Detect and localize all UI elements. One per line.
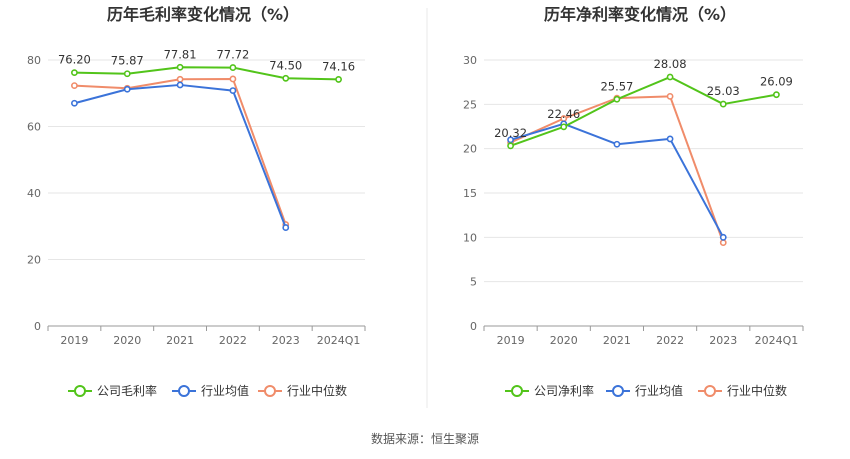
data-label: 25.03 — [707, 84, 740, 98]
legend-marker — [264, 385, 276, 397]
chart-title: 历年毛利率变化情况（%） — [107, 5, 299, 24]
x-tick-label: 2022 — [219, 334, 247, 347]
legend-marker — [74, 385, 86, 397]
series-0-line — [510, 76, 777, 147]
series-0-point — [666, 73, 674, 81]
legend-item-1: 行业均值 — [172, 383, 249, 398]
data-label: 77.72 — [216, 48, 249, 62]
data-label: 25.57 — [600, 79, 633, 93]
legend-item-2: 行业中位数 — [698, 383, 787, 398]
series-0-point — [282, 74, 290, 82]
series-1-point — [123, 85, 131, 93]
series-0-point — [71, 69, 78, 77]
series-2-point — [229, 75, 237, 83]
series-0-point — [335, 76, 342, 83]
y-tick-label: 25 — [463, 98, 477, 111]
legend-marker — [511, 385, 523, 397]
chart-title: 历年净利率变化情况（%） — [544, 5, 736, 24]
series-0-point — [719, 100, 727, 108]
gross-margin-chart: 历年毛利率变化情况（%） 0 20 40 60 80 2019 2020 2021 2022 202… — [27, 5, 366, 398]
data-label: 20.32 — [494, 126, 527, 140]
series-2-line — [510, 95, 725, 243]
series-1-point — [282, 224, 290, 231]
series-0-point — [773, 91, 780, 99]
series-0-point — [176, 63, 184, 71]
legend-label: 行业中位数 — [727, 383, 787, 398]
data-source-note: 数据来源：恒生聚源 — [371, 431, 479, 446]
legend-label: 公司毛利率 — [97, 383, 157, 398]
x-tick-label: 2022 — [656, 334, 684, 347]
y-tick-label: 5 — [470, 276, 477, 289]
y-tick-label: 20 — [27, 254, 41, 267]
series-2-point — [176, 75, 184, 83]
series-1-point — [613, 140, 621, 148]
y-tick-label: 15 — [463, 187, 477, 200]
x-tick-label: 2021 — [603, 334, 631, 347]
legend-item-1: 行业均值 — [606, 383, 683, 398]
legend-label: 公司净利率 — [534, 383, 594, 398]
x-tick-label: 2023 — [272, 334, 300, 347]
series-0-point — [613, 95, 621, 103]
legend-marker — [704, 385, 716, 397]
series-2-point — [71, 82, 78, 90]
data-label: 28.08 — [654, 57, 687, 71]
x-tick-label: 2019 — [60, 334, 88, 347]
y-tick-label: 0 — [470, 320, 477, 333]
series-0-point — [560, 123, 568, 131]
series-1-point — [71, 99, 78, 107]
data-label: 77.81 — [164, 47, 197, 61]
net-margin-chart: 历年净利率变化情况（%） 0 5 10 15 20 25 30 2019 2020 2021 2022… — [463, 5, 804, 398]
series-0-line — [74, 66, 339, 81]
legend-marker — [612, 385, 624, 397]
x-tick-label: 2019 — [497, 334, 525, 347]
series-0-point — [123, 70, 131, 78]
x-tick-label: 2024Q1 — [317, 334, 361, 347]
series-1-line — [74, 83, 287, 228]
series-1-point — [719, 233, 727, 241]
x-tick-label: 2020 — [550, 334, 578, 347]
series-1-point — [176, 81, 184, 89]
legend-item-0: 公司净利率 — [505, 383, 594, 398]
series-1-point — [229, 87, 237, 94]
legend-marker — [178, 385, 190, 397]
y-tick-label: 60 — [27, 121, 41, 134]
legend-label: 行业中位数 — [287, 383, 347, 398]
x-tick-label: 2021 — [166, 334, 194, 347]
series-2-point — [666, 92, 674, 100]
series-0-point — [229, 64, 237, 71]
data-label: 75.87 — [111, 54, 144, 68]
legend-item-2: 行业中位数 — [258, 383, 347, 398]
x-tick-label: 2023 — [709, 334, 737, 347]
data-label: 74.16 — [322, 59, 355, 73]
data-label: 26.09 — [760, 75, 793, 89]
y-tick-label: 30 — [463, 54, 477, 67]
data-label: 22.46 — [547, 107, 580, 121]
legend-item-0: 公司毛利率 — [68, 383, 157, 398]
series-2-line — [74, 77, 287, 225]
legend-label: 行业均值 — [201, 383, 249, 398]
series-0-point — [507, 142, 514, 150]
x-tick-label: 2024Q1 — [755, 334, 799, 347]
series-1-point — [666, 135, 674, 143]
series-1-point — [507, 136, 514, 144]
x-tick-label: 2020 — [113, 334, 141, 347]
y-tick-label: 80 — [27, 54, 41, 67]
y-tick-label: 10 — [463, 231, 477, 244]
y-tick-label: 20 — [463, 143, 477, 156]
legend-label: 行业均值 — [635, 383, 683, 398]
data-label: 76.20 — [58, 53, 91, 67]
data-label: 74.50 — [269, 58, 302, 72]
y-tick-label: 0 — [34, 320, 41, 333]
y-tick-label: 40 — [27, 187, 41, 200]
series-2-point — [719, 239, 727, 247]
